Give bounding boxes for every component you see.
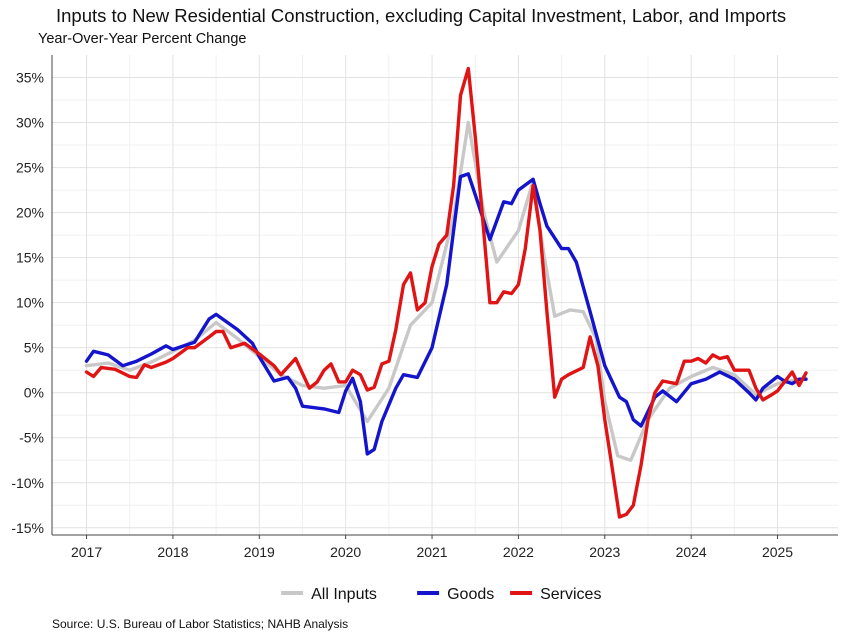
y-tick-label: -10%: [11, 475, 44, 491]
y-tick-label: 15%: [16, 250, 44, 266]
x-tick-label: 2021: [416, 544, 447, 560]
legend-label: Goods: [447, 586, 494, 603]
x-axis: 2017 2018 2019 2020 2021 2022 2023 2024 2025: [71, 535, 793, 560]
x-tick-label: 2023: [589, 544, 620, 560]
y-tick-label: 5%: [24, 340, 44, 356]
source-note: Source: U.S. Bureau of Labor Statistics;…: [52, 617, 349, 631]
x-tick-label: 2022: [503, 544, 534, 560]
legend: All Inputs Goods Services: [281, 586, 601, 603]
x-tick-label: 2019: [244, 544, 275, 560]
x-tick-label: 2017: [71, 544, 102, 560]
y-tick-label: 10%: [16, 295, 44, 311]
x-tick-label: 2025: [762, 544, 793, 560]
y-tick-label: 35%: [16, 70, 44, 86]
x-tick-label: 2018: [157, 544, 188, 560]
legend-item-goods: Goods: [417, 586, 494, 603]
y-axis: -15% -10% -5% 0% 5% 10% 15% 20% 25% 30% 35%: [11, 70, 44, 536]
y-tick-label: 20%: [16, 205, 44, 221]
y-tick-label: 0%: [24, 385, 44, 401]
plot-area: [84, 66, 808, 519]
x-tick-label: 2020: [330, 544, 361, 560]
y-tick-label: -5%: [19, 430, 44, 446]
legend-item-services: Services: [510, 586, 601, 603]
legend-item-all-inputs: All Inputs: [281, 586, 377, 603]
y-tick-label: -15%: [11, 520, 44, 536]
legend-label: All Inputs: [311, 586, 377, 603]
grid: [51, 55, 838, 536]
series-line-goods: [84, 172, 808, 456]
series-line-services: [84, 66, 808, 519]
legend-label: Services: [540, 586, 601, 603]
y-tick-label: 30%: [16, 115, 44, 131]
x-tick-label: 2024: [676, 544, 707, 560]
chart-subtitle: Year-Over-Year Percent Change: [38, 31, 247, 47]
y-tick-label: 25%: [16, 160, 44, 176]
chart-title: Inputs to New Residential Construction, …: [56, 5, 787, 26]
